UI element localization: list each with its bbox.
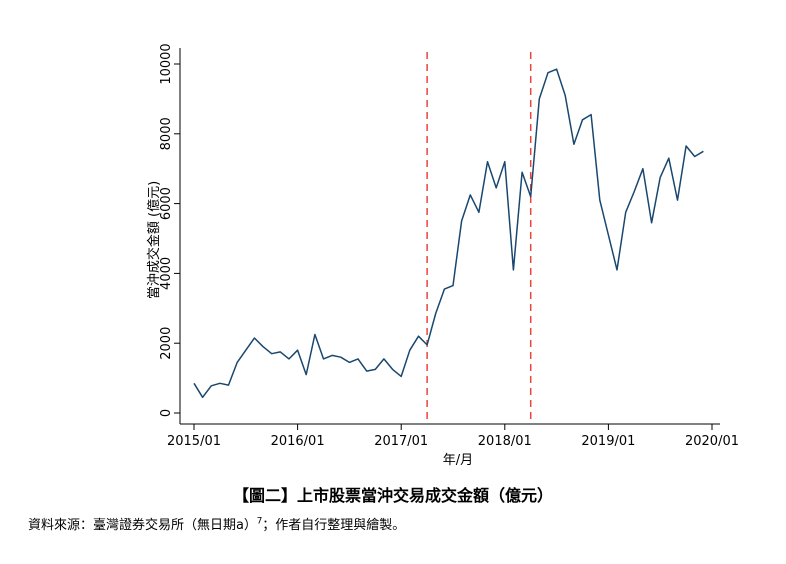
source-text: 資料來源：臺灣證券交易所（無日期a） [28, 518, 257, 533]
source-note: 資料來源：臺灣證券交易所（無日期a）7；作者自行整理與繪製。 [28, 514, 405, 533]
y-tick-label: 6000 [159, 187, 174, 220]
x-tick-label: 2020/01 [685, 434, 739, 449]
y-axis-label: 當沖成交金額 (億元) [146, 181, 162, 299]
plot-background [180, 48, 720, 424]
y-tick-label: 0 [159, 409, 174, 417]
source-text-tail: ；作者自行整理與繪製。 [262, 518, 406, 533]
x-axis-label: 年/月 [443, 453, 473, 468]
x-axis: 2015/01 2016/01 2017/01 2018/01 2019/01 2020/… [167, 423, 739, 449]
y-axis: 0 2000 4000 6000 8000 10000 [159, 43, 181, 424]
y-tick-label: 8000 [159, 117, 174, 150]
figure-caption: 【圖二】上市股票當沖交易成交金額（億元） [232, 486, 553, 505]
y-tick-label: 4000 [159, 257, 174, 290]
source-footnote-marker: 7 [256, 516, 263, 527]
x-tick-label: 2017/01 [374, 434, 428, 449]
x-tick-label: 2015/01 [167, 434, 221, 449]
x-tick-label: 2016/01 [271, 434, 325, 449]
y-tick-label: 10000 [159, 43, 174, 84]
x-tick-label: 2019/01 [581, 434, 635, 449]
x-tick-label: 2018/01 [478, 434, 532, 449]
series-layer [193, 68, 704, 399]
reference-lines [426, 52, 532, 424]
y-tick-label: 2000 [159, 327, 174, 360]
series-line [193, 68, 704, 399]
